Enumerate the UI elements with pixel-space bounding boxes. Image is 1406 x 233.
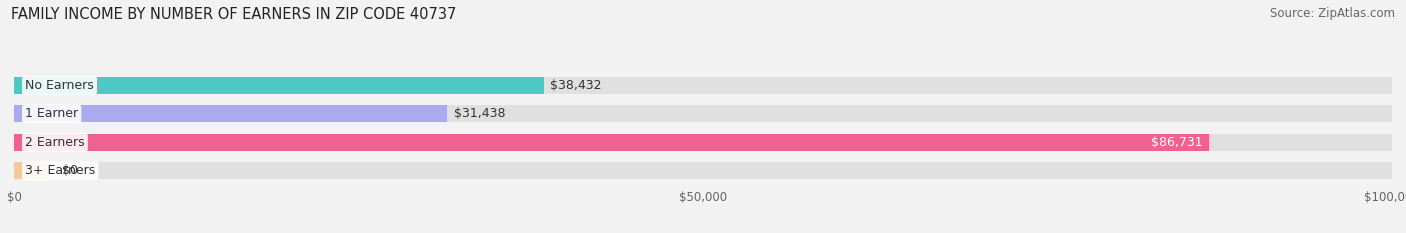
- Bar: [14, 105, 1392, 123]
- Text: 1 Earner: 1 Earner: [25, 107, 79, 120]
- Text: $31,438: $31,438: [454, 107, 506, 120]
- Text: $0: $0: [62, 164, 79, 177]
- Bar: [14, 77, 544, 94]
- Text: 3+ Earners: 3+ Earners: [25, 164, 96, 177]
- Text: 2 Earners: 2 Earners: [25, 136, 84, 149]
- Text: $86,731: $86,731: [1150, 136, 1202, 149]
- Text: $38,432: $38,432: [551, 79, 602, 92]
- Bar: [14, 77, 1392, 94]
- Bar: [14, 105, 447, 123]
- Text: Source: ZipAtlas.com: Source: ZipAtlas.com: [1270, 7, 1395, 20]
- Bar: [14, 162, 48, 179]
- Text: No Earners: No Earners: [25, 79, 94, 92]
- Text: FAMILY INCOME BY NUMBER OF EARNERS IN ZIP CODE 40737: FAMILY INCOME BY NUMBER OF EARNERS IN ZI…: [11, 7, 457, 22]
- Bar: [14, 134, 1209, 151]
- Bar: [14, 134, 1392, 151]
- Bar: [14, 162, 1392, 179]
